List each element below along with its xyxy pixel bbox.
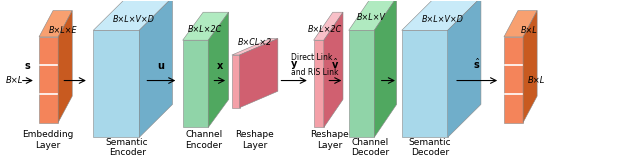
Text: $\mathbf{u}$: $\mathbf{u}$	[157, 61, 165, 71]
Text: B×L: B×L	[6, 76, 23, 85]
Polygon shape	[58, 11, 72, 123]
Text: Embedding
Layer: Embedding Layer	[22, 130, 74, 150]
Text: B×L×V: B×L×V	[356, 13, 385, 22]
Text: $\mathbf{x}$: $\mathbf{x}$	[216, 61, 224, 71]
Text: Reshape
Layer: Reshape Layer	[236, 130, 274, 150]
Polygon shape	[314, 12, 343, 40]
Polygon shape	[448, 0, 481, 137]
Text: $\hat{\mathbf{v}}$: $\hat{\mathbf{v}}$	[332, 56, 339, 71]
Text: Direct Link: Direct Link	[291, 53, 333, 62]
Text: Semantic
Decoder: Semantic Decoder	[408, 138, 451, 157]
Text: B×L: B×L	[521, 26, 538, 35]
Polygon shape	[374, 0, 397, 137]
Polygon shape	[504, 37, 523, 123]
Text: Channel
Encoder: Channel Encoder	[185, 130, 222, 150]
Polygon shape	[504, 11, 537, 37]
Polygon shape	[182, 40, 208, 127]
Polygon shape	[402, 30, 448, 137]
Text: and RIS Link: and RIS Link	[291, 68, 339, 77]
Polygon shape	[349, 30, 374, 137]
Polygon shape	[523, 11, 537, 123]
Text: B×CL×2: B×CL×2	[237, 38, 272, 47]
Polygon shape	[93, 30, 140, 137]
Text: Channel
Decoder: Channel Decoder	[351, 138, 389, 157]
Polygon shape	[239, 39, 278, 108]
Polygon shape	[208, 12, 228, 127]
Polygon shape	[232, 39, 278, 55]
Text: B×L×2C: B×L×2C	[308, 25, 342, 34]
Text: $\mathbf{y}$: $\mathbf{y}$	[290, 59, 298, 71]
Polygon shape	[39, 11, 72, 37]
Text: B×L×V×D: B×L×V×D	[113, 15, 155, 24]
Text: B×L: B×L	[527, 76, 545, 85]
Polygon shape	[93, 0, 173, 30]
Polygon shape	[324, 12, 343, 127]
Text: $\mathbf{s}$: $\mathbf{s}$	[24, 61, 31, 71]
Polygon shape	[402, 0, 481, 30]
Text: B×L×2C: B×L×2C	[188, 25, 222, 34]
Text: Reshape
Layer: Reshape Layer	[310, 130, 349, 150]
Polygon shape	[140, 0, 173, 137]
Text: B×L×E: B×L×E	[49, 26, 77, 35]
Text: Semantic
Encoder: Semantic Encoder	[106, 138, 148, 157]
Polygon shape	[182, 12, 228, 40]
Polygon shape	[349, 0, 397, 30]
Text: B×L×V×D: B×L×V×D	[422, 15, 463, 24]
Polygon shape	[232, 55, 239, 108]
Text: $\hat{\mathbf{s}}$: $\hat{\mathbf{s}}$	[474, 56, 481, 71]
Polygon shape	[314, 40, 324, 127]
Polygon shape	[39, 37, 58, 123]
